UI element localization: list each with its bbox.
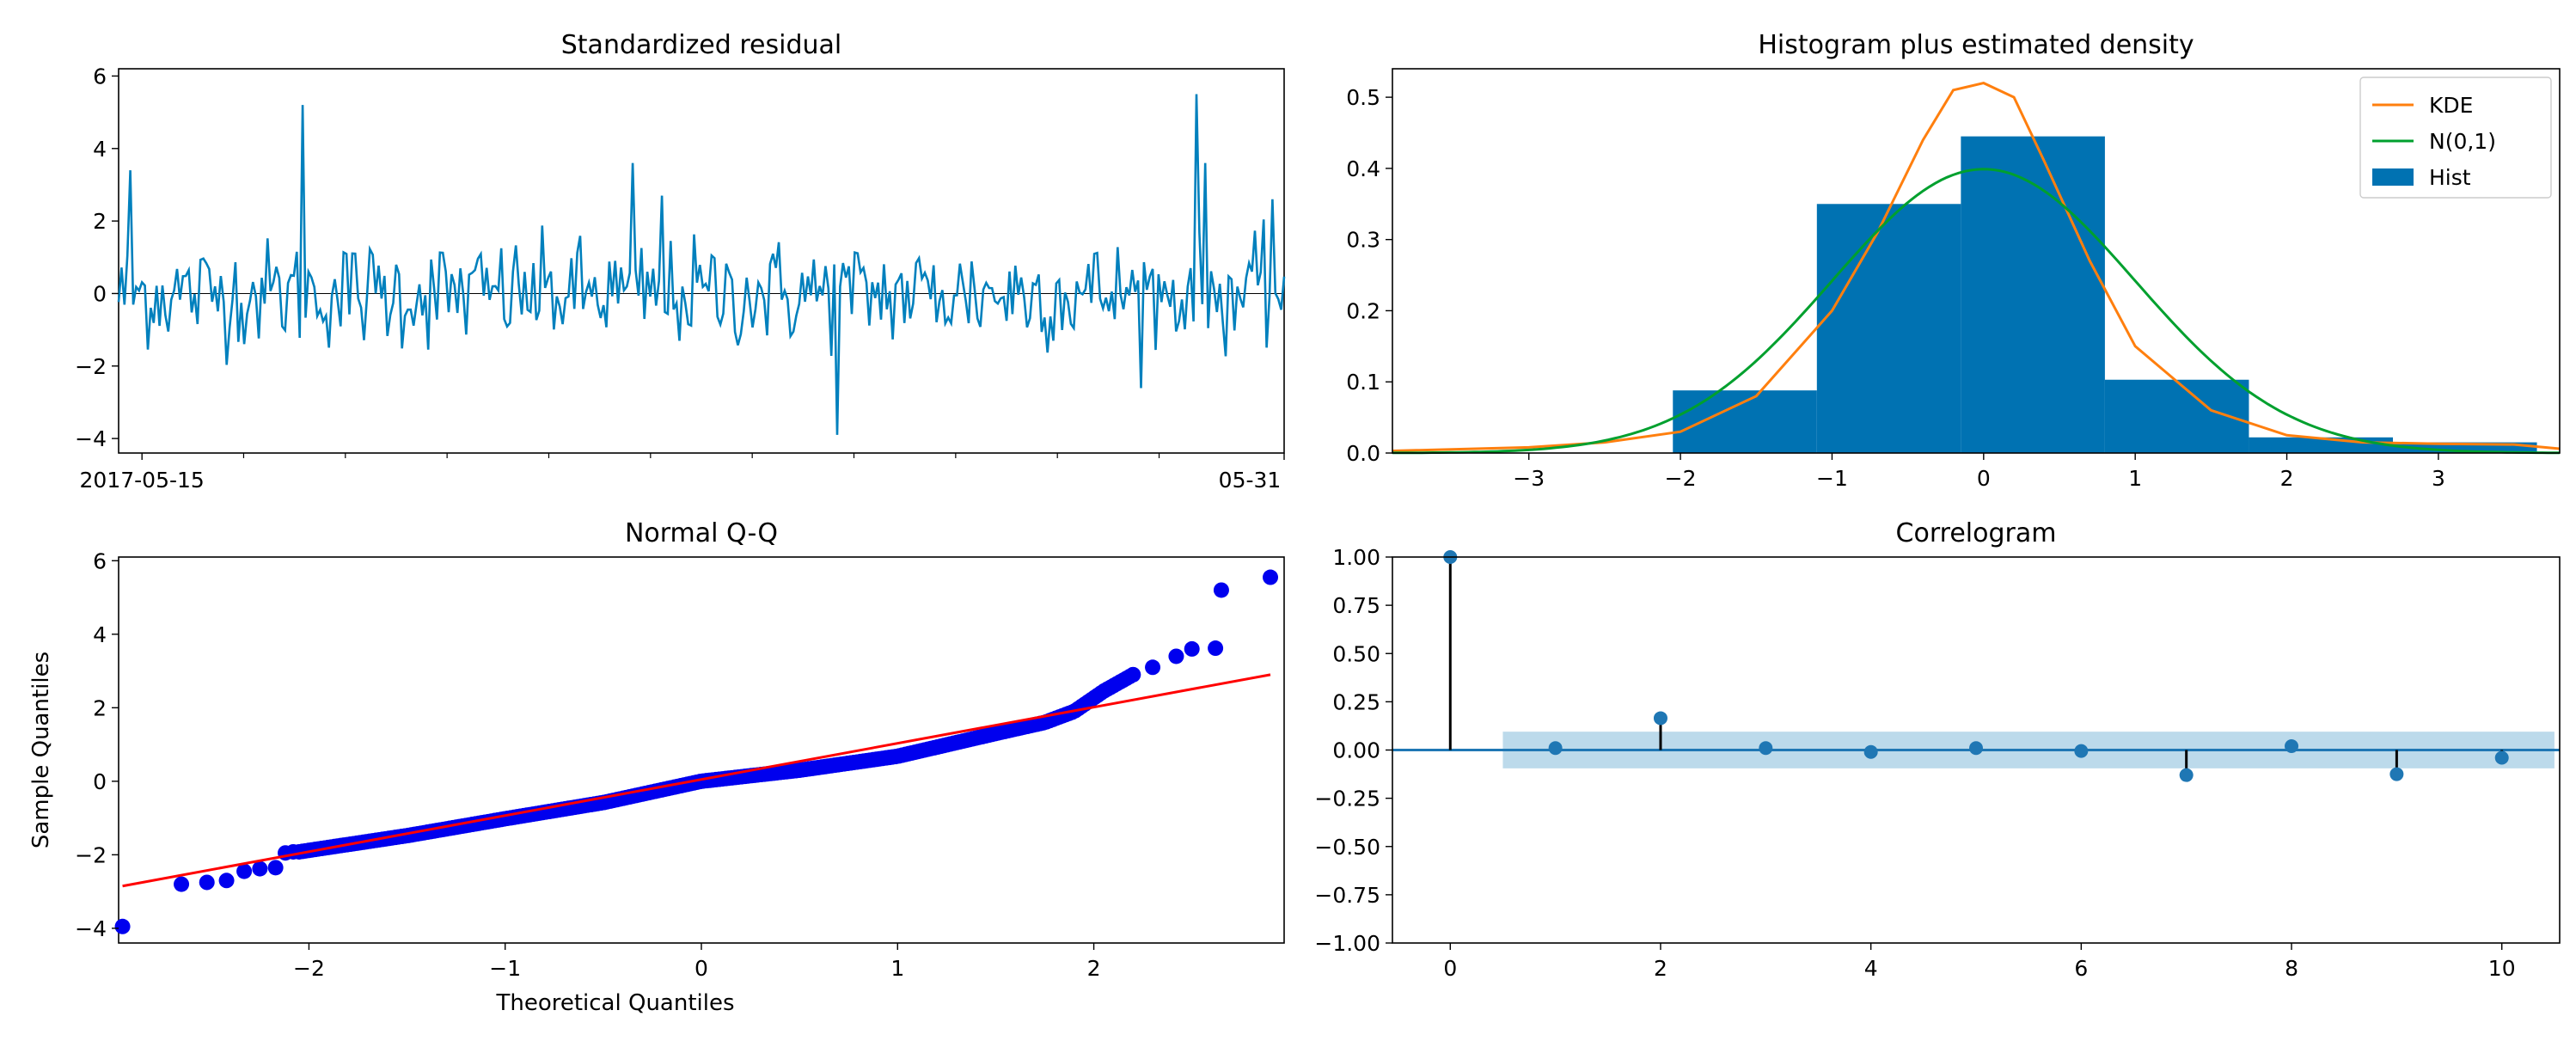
acf-point — [2389, 767, 2404, 781]
legend-label: N(0,1) — [2429, 129, 2496, 154]
hist-bar — [1816, 204, 1961, 453]
histogram-panel: Histogram plus estimated density 0.0 0.1 0.… — [1346, 30, 2561, 491]
acf-xtick-label: 6 — [2074, 956, 2088, 981]
qq-point — [236, 863, 253, 879]
hist-ytick-label: 0.3 — [1346, 228, 1380, 253]
hist-bar — [1961, 136, 2105, 453]
legend-label: Hist — [2429, 165, 2471, 190]
resid-xtick-label: 2017-05-15 — [80, 468, 205, 493]
qq-point — [199, 874, 215, 891]
hist-xtick-label: 1 — [2128, 466, 2142, 491]
qq-xtick-label: −2 — [293, 956, 325, 981]
qq-point — [1145, 659, 1161, 676]
resid-series-line — [117, 94, 1286, 435]
qq-point — [1208, 640, 1224, 657]
acf-ytick-label: −0.75 — [1314, 883, 1380, 908]
acf-title: Correlogram — [1896, 518, 2057, 548]
qq-xlabel: Theoretical Quantiles — [495, 990, 734, 1016]
hist-xtick-label: −2 — [1665, 466, 1697, 491]
acf-ytick-label: 0.00 — [1332, 738, 1380, 763]
acf-xtick-label: 4 — [1864, 956, 1878, 981]
kde-line — [1392, 82, 2561, 452]
qq-point — [1184, 640, 1200, 657]
resid-ytick-label: 4 — [93, 137, 107, 162]
acf-point — [1548, 741, 1563, 756]
acf-point — [2285, 739, 2299, 754]
acf-point — [1969, 741, 1983, 756]
legend-label: KDE — [2429, 93, 2473, 118]
acf-point — [1759, 741, 1773, 756]
acf-ytick-label: −1.00 — [1314, 931, 1380, 956]
qq-point — [1263, 569, 1279, 585]
hist-xtick-label: 0 — [1977, 466, 1991, 491]
qq-xtick-label: 0 — [694, 956, 708, 981]
resid-ytick-label: 6 — [93, 64, 107, 89]
acf-ytick-label: −0.50 — [1314, 835, 1380, 860]
normal-density-line — [1392, 168, 2561, 455]
hist-ytick-label: 0.2 — [1346, 298, 1380, 323]
legend-box — [2359, 77, 2552, 199]
acf-xtick-label: 10 — [2488, 956, 2516, 981]
hist-xtick-label: −1 — [1816, 466, 1848, 491]
qq-point — [285, 843, 302, 860]
qq-point — [174, 876, 190, 892]
qq-xtick-label: −1 — [489, 956, 521, 981]
qq-title: Normal Q-Q — [625, 518, 778, 548]
hist-frame — [1392, 68, 2561, 454]
acf-point — [2074, 744, 2089, 758]
acf-ytick-label: 1.00 — [1332, 545, 1380, 570]
qq-point — [1213, 582, 1229, 598]
acf-point — [2179, 768, 2194, 782]
hist-title: Histogram plus estimated density — [1758, 30, 2194, 60]
resid-title: Standardized residual — [561, 30, 841, 60]
qq-point — [218, 873, 235, 889]
correlogram-panel: Correlogram −1.00 −0.75 −0.50 −0.25 0.00 0.25 0… — [1314, 518, 2561, 981]
acf-xtick-label: 8 — [2285, 956, 2298, 981]
qq-ytick-label: 2 — [93, 695, 107, 720]
hist-bar — [1673, 390, 1817, 453]
qq-point — [114, 918, 131, 934]
normal-qq-panel: Normal Q-Q −4 −2 0 2 4 6 −2 −1 0 1 2 Theoretical Qua… — [28, 518, 1285, 1016]
qq-point — [267, 860, 284, 876]
acf-ytick-label: 0.25 — [1332, 689, 1380, 714]
acf-ytick-label: 0.75 — [1332, 593, 1380, 618]
qq-ytick-label: 0 — [93, 769, 107, 794]
hist-xtick-label: −3 — [1513, 466, 1545, 491]
hist-xtick-label: 3 — [2432, 466, 2445, 491]
qq-xtick-label: 1 — [890, 956, 904, 981]
acf-ytick-label: 0.50 — [1332, 641, 1380, 666]
qq-xtick-label: 2 — [1087, 956, 1101, 981]
standardized-residual-panel: Standardized residual −4 −2 0 2 4 6 2017-05-15 0… — [75, 30, 1286, 493]
hist-ytick-label: 0.0 — [1346, 441, 1380, 466]
qq-ylabel: Sample Quantiles — [28, 652, 54, 848]
hist-ytick-label: 0.1 — [1346, 370, 1380, 395]
qq-ytick-label: 6 — [93, 548, 107, 573]
acf-point — [2494, 750, 2509, 765]
qq-ytick-label: −4 — [75, 916, 107, 941]
resid-ytick-label: 2 — [93, 209, 107, 234]
resid-xtick-label: 05-31 — [1219, 468, 1282, 493]
acf-ytick-label: −0.25 — [1314, 787, 1380, 811]
qq-point — [1168, 648, 1184, 664]
hist-ytick-label: 0.5 — [1346, 85, 1380, 110]
hist-xtick-label: 2 — [2280, 466, 2294, 491]
acf-point — [1863, 744, 1878, 759]
qq-reference-line — [122, 673, 1271, 888]
resid-ytick-label: 0 — [93, 281, 107, 306]
acf-xtick-label: 0 — [1443, 956, 1457, 981]
qq-ytick-label: 4 — [93, 622, 107, 647]
acf-xtick-label: 2 — [1654, 956, 1667, 981]
legend-swatch-hist — [2372, 168, 2414, 186]
hist-ytick-label: 0.4 — [1346, 156, 1380, 181]
acf-point — [1653, 711, 1667, 726]
hist-bar — [2104, 379, 2249, 453]
resid-ytick-label: −4 — [75, 426, 107, 451]
resid-frame — [118, 68, 1285, 454]
qq-point — [252, 860, 268, 877]
qq-point — [1125, 666, 1141, 683]
qq-ytick-label: −2 — [75, 842, 107, 867]
resid-ytick-label: −2 — [75, 354, 107, 379]
